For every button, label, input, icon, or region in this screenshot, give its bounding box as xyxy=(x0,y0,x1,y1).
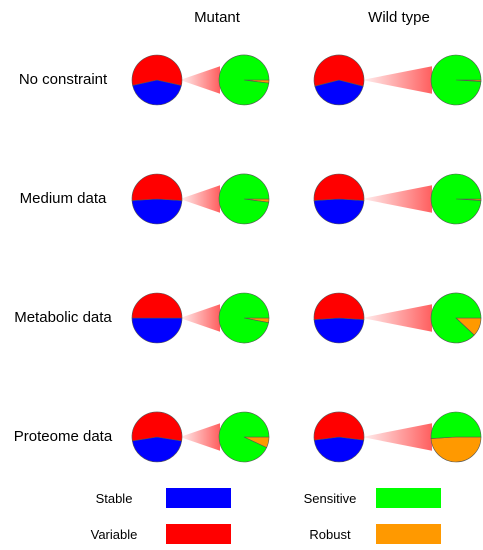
connector-wedge-1-mutant xyxy=(180,66,220,94)
pie-slice-sensitive-3-mutant xyxy=(218,292,270,344)
pie-slice-sensitive-1-mutant xyxy=(218,54,270,106)
pie-slice-variable-3-mutant xyxy=(131,292,183,319)
connector-wedge-1-wild-type xyxy=(362,66,432,94)
pie-slice-sensitive-2-mutant xyxy=(218,173,270,225)
legend-swatch-variable xyxy=(166,524,231,544)
connector-wedge-3-mutant xyxy=(180,304,220,332)
pie-slice-stable-2-wild-type xyxy=(313,198,365,225)
row-label-medium-data: Medium data xyxy=(20,190,107,207)
pie-groups xyxy=(131,54,482,463)
pie-slice-sensitive-3-wild-type xyxy=(430,292,482,344)
pie-slice-variable-4-wild-type xyxy=(313,411,365,441)
pie-slice-variable-2-mutant xyxy=(131,173,183,201)
legend-swatch-robust xyxy=(376,524,441,544)
legend-label-robust: Robust xyxy=(309,527,351,542)
pie-slice-variable-2-wild-type xyxy=(313,173,365,201)
pie-slice-sensitive-4-wild-type xyxy=(430,411,482,439)
pie-slice-variable-1-mutant xyxy=(131,54,183,86)
row-label-proteome-data: Proteome data xyxy=(14,428,113,445)
pie-slice-sensitive-4-mutant xyxy=(218,411,270,463)
legend: Stable Variable Sensitive Robust xyxy=(91,488,441,544)
connector-wedge-2-mutant xyxy=(180,185,220,213)
pie-slice-stable-1-mutant xyxy=(132,79,182,106)
pie-slice-stable-4-wild-type xyxy=(313,436,365,463)
connector-wedge-2-wild-type xyxy=(362,185,432,213)
pie-slice-stable-3-wild-type xyxy=(313,317,365,344)
pie-slice-stable-2-mutant xyxy=(131,198,183,225)
connector-wedge-3-wild-type xyxy=(362,304,432,332)
connector-wedge-4-wild-type xyxy=(362,423,432,451)
legend-label-sensitive: Sensitive xyxy=(304,491,357,506)
pie-slice-stable-3-mutant xyxy=(131,317,183,344)
column-header-mutant: Mutant xyxy=(194,9,241,26)
legend-swatch-stable xyxy=(166,488,231,508)
legend-swatch-sensitive xyxy=(376,488,441,508)
pie-slice-variable-3-wild-type xyxy=(313,292,365,320)
legend-label-variable: Variable xyxy=(91,527,138,542)
row-label-no-constraint: No constraint xyxy=(19,71,108,88)
row-label-metabolic-data: Metabolic data xyxy=(14,309,112,326)
column-header-wild-type: Wild type xyxy=(368,9,430,26)
pie-slice-sensitive-1-wild-type xyxy=(430,54,482,106)
pie-slice-variable-1-wild-type xyxy=(313,54,365,87)
pie-slice-variable-4-mutant xyxy=(131,411,183,442)
connector-wedge-4-mutant xyxy=(180,423,220,451)
pie-slice-stable-1-wild-type xyxy=(314,79,364,106)
pie-slice-stable-4-mutant xyxy=(131,436,183,463)
pie-slice-sensitive-2-wild-type xyxy=(430,173,482,225)
pie-slice-robust-4-wild-type xyxy=(430,436,482,463)
legend-label-stable: Stable xyxy=(96,491,133,506)
